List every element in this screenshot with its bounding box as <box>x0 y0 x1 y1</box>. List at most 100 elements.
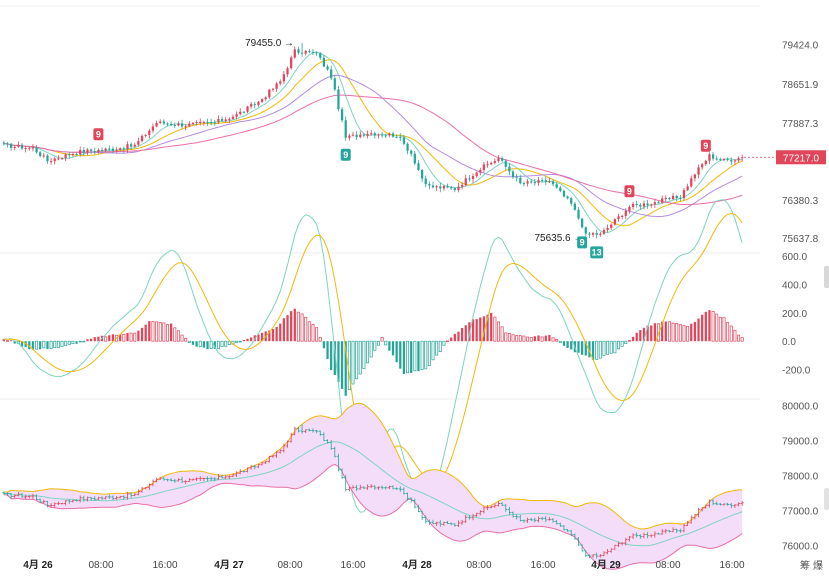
candle-body <box>166 123 169 125</box>
candle-body <box>75 154 78 156</box>
candle <box>635 200 638 208</box>
candle <box>231 114 235 120</box>
ohlc-bar <box>282 443 286 453</box>
candle-body <box>359 134 362 138</box>
candle <box>308 49 311 54</box>
macd-bar <box>431 340 435 361</box>
candle-body <box>530 181 533 183</box>
moving-average-line-2 <box>3 59 743 227</box>
ohlc-bar <box>180 477 184 484</box>
candle-body <box>606 227 609 231</box>
candle <box>304 50 307 56</box>
macd-bar <box>46 341 49 350</box>
ohlc-bar <box>736 502 741 507</box>
candle-body <box>417 163 420 170</box>
macd-bar <box>315 327 319 342</box>
candle <box>686 183 689 192</box>
candle-body <box>722 159 726 161</box>
td-signal-label: 9 <box>96 129 101 139</box>
macd-bar <box>64 340 68 346</box>
price-panel-resize-handle[interactable] <box>824 266 829 288</box>
candle <box>290 55 293 70</box>
ohlc-bar <box>158 476 162 480</box>
ohlc-bar <box>213 477 217 482</box>
candle <box>235 111 238 120</box>
candle-body <box>504 160 507 167</box>
candle <box>577 207 580 220</box>
macd-bar <box>56 340 60 348</box>
ohlc-bar <box>431 519 435 525</box>
macd-bar <box>358 340 362 375</box>
ohlc-bar <box>485 505 490 511</box>
ohlc-bar <box>104 496 108 500</box>
macd-bar <box>86 339 89 342</box>
ohlc-bar <box>125 491 130 500</box>
candle-body <box>304 50 307 54</box>
candle <box>460 182 464 190</box>
ohlc-bar <box>598 554 602 558</box>
ohlc-bar <box>729 502 733 509</box>
macd-bar <box>227 340 231 345</box>
ohlc-bar <box>565 528 570 532</box>
candle-body <box>155 122 158 127</box>
ohlc-bar <box>711 499 715 506</box>
macd-bar <box>187 340 191 343</box>
candle <box>89 148 93 154</box>
candle-body <box>173 125 176 127</box>
boll-panel-resize-handle[interactable] <box>824 488 829 510</box>
candle <box>268 88 271 99</box>
candle-body <box>235 114 238 117</box>
boll-panel[interactable] <box>2 402 744 570</box>
candle <box>140 134 144 143</box>
ohlc-bar <box>184 480 188 485</box>
ohlc-bar <box>122 495 126 500</box>
candle <box>613 218 617 226</box>
footer-tools[interactable]: 筹 爆 <box>799 561 823 572</box>
candle-body <box>53 158 56 162</box>
ohlc-bar <box>489 505 493 509</box>
ohlc-bar <box>380 485 384 490</box>
ohlc-bar <box>642 532 646 539</box>
ohlc-bar <box>544 515 548 522</box>
ohlc-bar <box>198 476 202 481</box>
macd-bar <box>562 341 566 346</box>
ohlc-bar <box>187 478 191 483</box>
macd-bar <box>388 341 391 351</box>
candle-body <box>246 106 249 112</box>
candle-body <box>239 111 242 115</box>
candle-body <box>275 83 278 89</box>
candle-body <box>642 203 646 207</box>
candle <box>566 195 569 200</box>
ohlc-bar <box>624 537 628 546</box>
candle <box>530 179 533 184</box>
candle <box>668 197 671 201</box>
candle <box>75 152 78 156</box>
ohlc-bar <box>74 499 79 502</box>
candle-body <box>664 197 667 199</box>
candle-body <box>311 51 315 53</box>
ohlc-bar <box>49 503 53 508</box>
ohlc-bar <box>445 520 450 525</box>
candle <box>508 163 511 176</box>
macd-bar <box>82 340 86 343</box>
candle-body <box>577 209 580 219</box>
ohlc-bar <box>726 502 730 506</box>
ohlc-bar <box>522 519 526 523</box>
candle-body <box>108 148 111 150</box>
ohlc-bar <box>322 432 326 442</box>
candle-body <box>617 216 620 220</box>
ohlc-bar <box>587 554 592 559</box>
candle <box>584 226 587 237</box>
candle <box>402 135 406 146</box>
candle <box>515 173 518 182</box>
candle-body <box>570 198 573 204</box>
macd-bar <box>293 308 296 342</box>
candle-body <box>231 116 235 119</box>
candle <box>548 177 551 184</box>
ohlc-bar <box>289 432 293 443</box>
candle <box>624 208 627 220</box>
macd-panel[interactable] <box>2 199 744 513</box>
time-axis-label: 16:00 <box>152 560 177 571</box>
